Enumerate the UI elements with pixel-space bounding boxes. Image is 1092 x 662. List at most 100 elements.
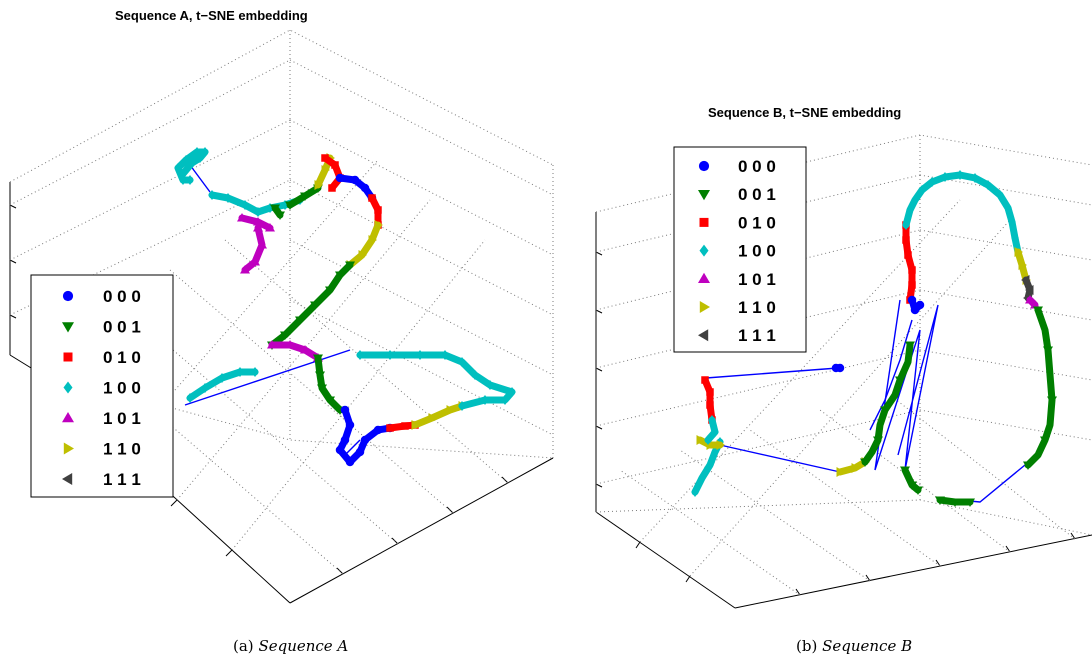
chart-b-100-point [941,172,949,182]
chart-b-001-point [1043,346,1053,355]
chart-b-110-point [1014,247,1023,257]
chart-b-100-point [691,487,699,497]
chart-b-caption-prefix: (b) [796,637,818,655]
chart-a-110-point [321,165,330,175]
chart-b-001-point [1023,461,1033,470]
chart-a-100-point [251,367,259,377]
chart-b-001-segment [861,341,914,466]
chart-a-001-point [315,371,325,380]
legend-marker-100 [63,381,73,394]
chart-a-001-point [310,301,320,310]
legend-label-110: 1 1 0 [738,298,776,317]
chart-b-101-point [1025,295,1035,304]
chart-a-000-point [360,183,370,193]
chart-b-100-point [698,473,706,483]
chart-a-101-segment [268,341,322,362]
chart-b-110-point [1018,260,1027,270]
chart-a-000-point [340,435,350,445]
chart-a-001-point [280,331,290,340]
chart-b-100-point [906,205,914,215]
chart-b-110-point [696,435,705,445]
chart-b-010-segment [701,376,716,424]
legend-label-000: 0 0 0 [103,287,141,306]
chart-a-010-point [374,206,382,214]
chart-a-110-segment [411,402,466,429]
legend-label-110: 1 1 0 [103,440,141,459]
chart-b-100-point [984,180,992,190]
legend-label-000: 0 0 0 [738,157,776,176]
chart-b-001-point [1047,396,1057,405]
chart-a-101-point [300,345,310,354]
chart-a-100-point [356,350,364,360]
chart-a-001-point [275,211,285,220]
legend-marker-001 [62,322,74,333]
legend-label-100: 1 0 0 [103,379,141,398]
chart-a-110-point [368,235,377,245]
legend-label-010: 0 1 0 [103,348,141,367]
chart-b-001-point [913,486,923,495]
chart-a-010-point [321,154,329,162]
chart-a-110-point [374,220,383,230]
chart-a-101-point [285,340,295,349]
chart-a-100-point [386,350,394,360]
chart-a-001-point [317,384,327,393]
chart-a-001-point [335,271,345,280]
chart-a-100-point [179,175,187,185]
chart-a-100-segment [356,351,516,410]
chart-b-100-point [706,460,714,470]
chart-a-100-point [193,147,201,157]
chart-b-100-point [971,173,979,183]
chart-a-001-point [345,261,355,270]
chart-b-001-point [880,406,890,415]
chart-a-connector [344,439,361,456]
chart-a-000-point [345,457,355,467]
chart-a-001-point [285,201,295,210]
legend-label-101: 1 0 1 [103,409,141,428]
chart-a-110-segment [346,221,382,269]
chart-a-100-point [186,175,194,185]
legend-label-100: 1 0 0 [738,242,776,261]
chart-a-000-point [360,435,370,445]
chart-a-100-point [186,393,194,403]
chart-a-000-point [345,420,355,430]
chart-a-010-point [401,422,409,430]
chart-b-101-point [1030,300,1040,309]
chart-b-000-point [907,295,917,305]
chart-b-001-point [907,481,917,490]
chart-b-111-point [1021,275,1030,285]
chart-b-001-point [965,498,975,507]
chart-a-100-point [174,163,182,173]
chart-a-101-point [240,265,250,274]
chart-a-caption-label: Sequence A [258,637,349,655]
chart-a-100-point [458,357,466,367]
chart-a-100-point [201,383,209,393]
chart-a-101-point [237,213,247,222]
chart-b-001-point [895,376,905,385]
chart-b-title: Sequence B, t−SNE embedding [708,105,901,120]
chart-b-100-point [996,190,1004,200]
chart-b-100-point [911,195,919,205]
chart-a-000-point [335,173,345,183]
chart-b-connector [937,464,1026,503]
chart-a-110-point [446,405,455,415]
legend-marker-100 [699,244,709,257]
chart-b-connector [869,319,913,431]
chart-b-010-point [904,251,912,259]
chart-a-001-point [313,354,323,363]
chart-a-100-point [441,350,449,360]
chart-b-001-point [900,466,910,475]
chart-b-caption-label: Sequence B [822,637,913,655]
chart-a-100-point [471,370,479,380]
chart-b-010-point [706,401,714,409]
chart-b-010-point [908,266,916,274]
chart-b-110-point [716,440,725,450]
chart-b-100-point [902,220,910,230]
chart-a-100-point [416,350,424,360]
chart-a-010-point [368,194,376,202]
legend-marker-010 [63,352,73,362]
chart-a-101-segment [241,224,266,274]
chart-a-legend: 0 0 0 0 0 1 0 1 0 1 0 0 1 0 1 1 1 0 1 1 1 [30,274,174,498]
chart-b-000-point [831,363,841,373]
chart-a-101-point [250,257,260,266]
chart-b-001-point [860,458,870,467]
